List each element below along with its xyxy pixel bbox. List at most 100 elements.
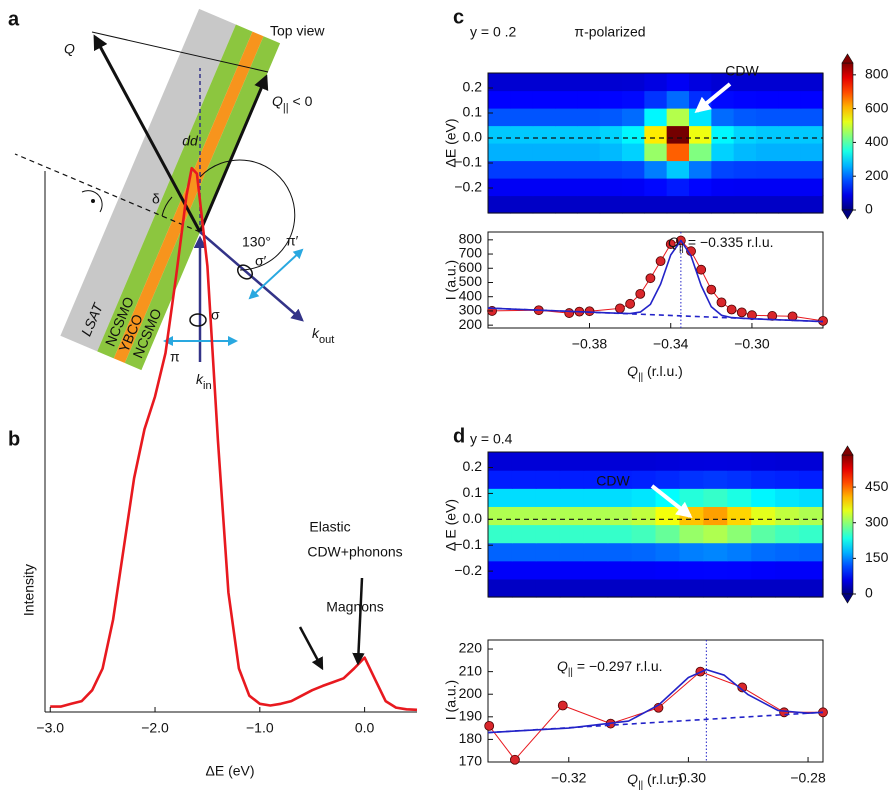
heatmap-cell bbox=[800, 73, 824, 92]
data-point bbox=[736, 307, 747, 318]
heatmap-cell bbox=[622, 178, 645, 197]
data-point bbox=[557, 700, 568, 711]
heatmap-cell bbox=[655, 452, 681, 471]
heatmap-cell bbox=[555, 125, 578, 144]
annotation: Q|| = −0.297 r.l.u. bbox=[557, 658, 663, 678]
heatmap-cell bbox=[727, 506, 752, 526]
heatmap-cell bbox=[679, 524, 704, 544]
data-point bbox=[635, 288, 646, 299]
heatmap-cell bbox=[488, 524, 513, 544]
heatmap-cell bbox=[532, 108, 556, 127]
heatmap-cell bbox=[711, 160, 735, 179]
heatmap-cell bbox=[751, 452, 776, 471]
heatmap-cell bbox=[577, 90, 601, 109]
heatmap-cell bbox=[599, 73, 623, 92]
heatmap-cell bbox=[535, 470, 561, 489]
heatmap-cell bbox=[599, 90, 623, 109]
heatmap-cell bbox=[599, 195, 623, 214]
y-tick-label: −0.2 bbox=[454, 562, 482, 578]
y-tick-label: 0.0 bbox=[463, 129, 483, 145]
pi-label: π bbox=[170, 349, 180, 365]
heatmap-cell bbox=[599, 143, 623, 162]
heatmap-cell bbox=[703, 524, 728, 544]
heatmap-cell bbox=[607, 524, 633, 544]
heatmap-cell bbox=[510, 73, 534, 92]
heatmap-cell bbox=[775, 452, 800, 471]
heatmap-cell bbox=[751, 542, 776, 562]
heatmap-cell bbox=[666, 195, 690, 214]
heatmap-cell bbox=[559, 506, 585, 526]
data-point bbox=[655, 256, 666, 267]
heatmap-cell bbox=[555, 108, 578, 127]
heatmap-cell bbox=[644, 160, 668, 179]
heatmap-cell bbox=[510, 160, 534, 179]
y-tick-label: 200 bbox=[459, 685, 483, 701]
q-label: Q bbox=[64, 41, 75, 57]
heatmap-cell bbox=[689, 160, 712, 179]
text-part: < 0 bbox=[289, 93, 313, 109]
data-line bbox=[487, 307, 824, 323]
heatmap-cell bbox=[666, 108, 690, 127]
data-point bbox=[665, 239, 676, 249]
heatmap-cell bbox=[655, 560, 681, 580]
annotation-arrow bbox=[694, 82, 732, 114]
heatmap-cell bbox=[655, 506, 681, 526]
annotation-label: CDW bbox=[596, 473, 630, 489]
q-arrow bbox=[93, 34, 202, 233]
text-part: = −0.335 r.l.u. bbox=[684, 234, 774, 250]
text-part: Q bbox=[627, 771, 638, 787]
heatmap-cell bbox=[756, 125, 779, 144]
heatmap-cell bbox=[555, 90, 578, 109]
data-point bbox=[706, 284, 717, 295]
heatmap-cell bbox=[733, 90, 757, 109]
colorbar-tick-label: 800 bbox=[865, 66, 889, 82]
heatmap-cell bbox=[799, 560, 824, 580]
text-part: Q bbox=[557, 658, 568, 674]
heatmap-cell bbox=[756, 195, 779, 214]
x-tick-label: −2.0 bbox=[141, 720, 169, 736]
x-axis-label: Q|| (r.l.u.) bbox=[627, 771, 683, 791]
data-line bbox=[487, 668, 824, 734]
heatmap-cell bbox=[535, 524, 561, 544]
heatmap-cell bbox=[711, 125, 735, 144]
annotation-arrow bbox=[298, 626, 324, 671]
heatmap-cell bbox=[733, 178, 757, 197]
heatmap-cell bbox=[622, 125, 645, 144]
k-out-label: kout bbox=[312, 325, 334, 346]
q-par-label: Q|| < 0 bbox=[272, 93, 313, 114]
layer bbox=[60, 8, 236, 352]
annotation-arrow bbox=[650, 484, 693, 518]
heatmap-cell bbox=[751, 524, 776, 544]
heatmap-cell bbox=[559, 488, 585, 507]
heatmap-cell bbox=[535, 506, 561, 526]
heatmap-cell bbox=[622, 195, 645, 214]
heatmap-cell bbox=[666, 178, 690, 197]
heatmap-cell bbox=[703, 560, 728, 580]
heatmap-cell bbox=[679, 452, 704, 471]
heatmap-cell bbox=[488, 125, 511, 144]
heatmap-cell bbox=[655, 470, 681, 489]
colorbar-extend bbox=[841, 445, 854, 456]
heatmap-cell bbox=[733, 195, 757, 214]
annotation: y = 0 .2 bbox=[470, 24, 517, 40]
heatmap-cell bbox=[775, 578, 800, 598]
heatmap-cell bbox=[655, 578, 681, 598]
heatmap-cell bbox=[689, 143, 712, 162]
construction-line bbox=[91, 31, 269, 73]
text-part: = −0.297 r.l.u. bbox=[573, 658, 663, 674]
heatmap-cell bbox=[703, 488, 728, 507]
data-point bbox=[510, 754, 520, 765]
heatmap-cell bbox=[727, 470, 752, 489]
y-tick-label: 190 bbox=[459, 708, 483, 724]
text-part: k bbox=[312, 325, 320, 341]
y-tick-label: −0.1 bbox=[454, 536, 482, 552]
heatmap-cell bbox=[756, 108, 779, 127]
heatmap-cell bbox=[711, 90, 735, 109]
heatmap-cell bbox=[751, 506, 776, 526]
colorbar-tick-label: 150 bbox=[865, 549, 889, 565]
data-point bbox=[726, 304, 737, 315]
heatmap-cell bbox=[622, 108, 645, 127]
heatmap-cell bbox=[583, 578, 609, 598]
heatmap-cell bbox=[511, 542, 537, 562]
